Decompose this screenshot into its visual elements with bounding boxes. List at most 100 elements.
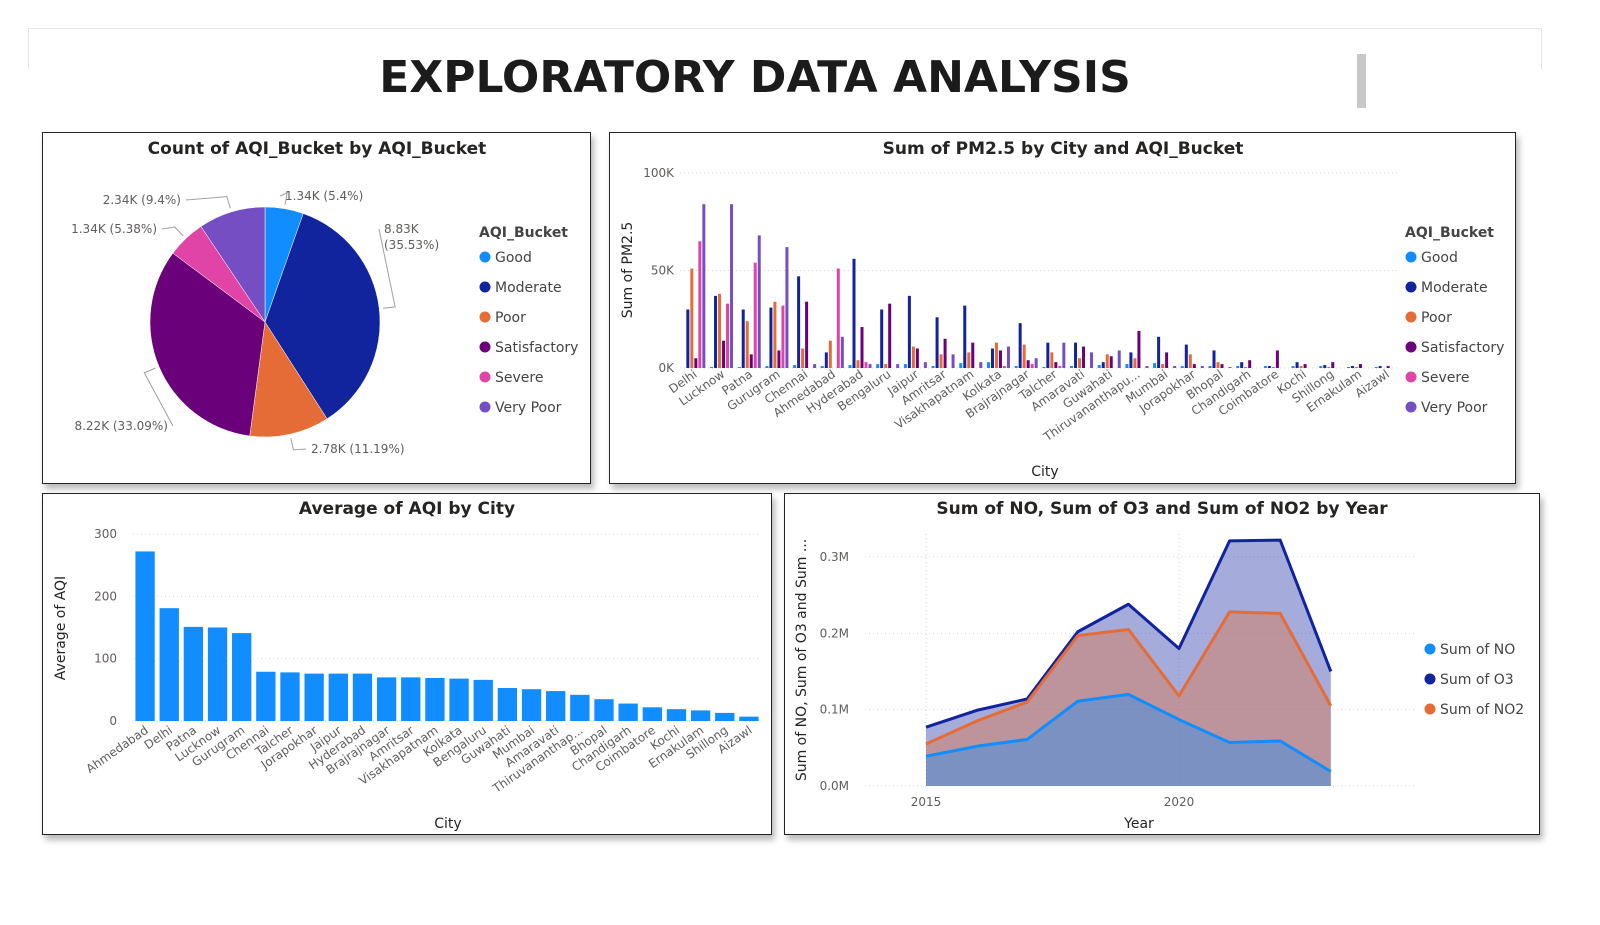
bar	[1323, 365, 1327, 368]
legend-marker	[1424, 703, 1436, 715]
bar	[884, 364, 888, 368]
bar	[1303, 364, 1307, 368]
bar	[994, 342, 998, 368]
legend-item: Satisfactory	[1421, 340, 1504, 356]
bar	[1157, 336, 1161, 368]
bar	[401, 677, 421, 721]
bar	[1267, 366, 1271, 368]
bar	[967, 352, 971, 368]
y-tick-label: 100	[94, 652, 117, 666]
y-tick-label: 0K	[658, 361, 675, 375]
legend-item: Very Poor	[495, 400, 562, 416]
bar	[726, 303, 730, 368]
bar	[570, 694, 590, 721]
bar	[1030, 364, 1034, 368]
bar	[1078, 358, 1082, 368]
pie-chart[interactable]: Count of AQI_Bucket by AQI_Bucket 1.34K (…	[43, 133, 590, 483]
bar	[702, 204, 706, 368]
bar	[135, 551, 155, 721]
chart-title: Sum of NO, Sum of O3 and Sum of NO2 by Y…	[936, 499, 1388, 519]
bar	[1263, 366, 1267, 368]
aqi-chart-panel[interactable]: Average of AQI by City 0 100 200 300 Ahmedaba…	[42, 493, 772, 835]
bar	[876, 364, 880, 368]
data-label: 8.22K (33.09%)	[74, 419, 168, 433]
series-line	[925, 610, 1333, 746]
bar	[1042, 367, 1046, 368]
title-accent-bar	[1357, 54, 1366, 108]
bar	[618, 703, 638, 721]
bar	[1165, 352, 1169, 368]
legend-marker	[479, 251, 491, 263]
pm25-chart-panel[interactable]: Sum of PM2.5 by City and AQI_Bucket 0K 50K…	[609, 132, 1516, 484]
bar	[718, 293, 722, 368]
legend-marker	[1424, 673, 1436, 685]
bar	[923, 362, 927, 368]
y-tick-label: 0.1M	[820, 703, 849, 717]
bar	[1188, 354, 1192, 368]
x-tick-label: 2015	[911, 795, 942, 809]
data-label: 1.34K (5.38%)	[71, 222, 157, 236]
x-axis-title: Year	[1123, 816, 1154, 832]
bar	[745, 321, 749, 368]
pie-slice	[149, 252, 266, 437]
y-tick-label: 300	[94, 527, 117, 541]
pollutant-area-chart[interactable]: Sum of NO, Sum of O3 and Sum of NO2 by Y…	[785, 494, 1539, 834]
bar	[990, 348, 994, 368]
bar	[864, 362, 868, 368]
bar	[1378, 366, 1382, 368]
bar	[256, 671, 276, 721]
bar	[694, 358, 698, 368]
bar	[915, 348, 919, 368]
data-label: 8.83K	[384, 222, 420, 236]
legend-item: Very Poor	[1421, 400, 1488, 416]
bar	[1050, 352, 1054, 368]
legend-item: Poor	[1421, 310, 1452, 326]
data-label: 2.34K (9.4%)	[103, 193, 181, 207]
bar	[911, 346, 915, 368]
bar	[546, 691, 566, 721]
bar	[304, 673, 324, 721]
bar	[594, 699, 614, 721]
bar	[1018, 323, 1022, 368]
legend-marker	[479, 401, 491, 413]
pie-slice	[249, 321, 328, 438]
aqi-bar-chart[interactable]: Average of AQI by City 0 100 200 300 Ahmedaba…	[43, 494, 771, 834]
bar	[1386, 366, 1390, 368]
bar	[757, 235, 761, 368]
area-fill	[926, 694, 1331, 786]
bar	[730, 204, 734, 368]
bar	[1090, 352, 1094, 368]
bar	[183, 626, 204, 721]
bar	[737, 367, 741, 368]
legend-item: Moderate	[1421, 280, 1488, 296]
bar	[425, 677, 445, 721]
bar	[1236, 366, 1240, 368]
bar	[352, 673, 373, 721]
y-tick-label: 0.3M	[820, 550, 849, 564]
legend-item: Good	[1421, 250, 1458, 266]
y-tick-label: 0.2M	[820, 626, 849, 640]
bar	[1354, 367, 1358, 368]
bar	[1248, 360, 1252, 368]
bar	[1054, 362, 1058, 368]
bar	[1153, 363, 1157, 368]
pollutant-chart-panel[interactable]: Sum of NO, Sum of O3 and Sum of NO2 by Y…	[784, 493, 1540, 835]
pm25-bar-chart[interactable]: Sum of PM2.5 by City and AQI_Bucket 0K 50K…	[610, 133, 1515, 483]
legend-marker	[1405, 311, 1417, 323]
legend-marker	[479, 281, 491, 293]
bar	[1200, 366, 1204, 368]
leader-line	[185, 196, 231, 209]
legend-marker	[1424, 643, 1436, 655]
bar	[880, 309, 884, 368]
bar	[715, 712, 735, 721]
bar	[797, 276, 801, 368]
pie-chart-panel[interactable]: Count of AQI_Bucket by AQI_Bucket 1.34K (…	[42, 132, 591, 484]
bar	[207, 627, 228, 721]
y-axis-title: Sum of NO, Sum of O3 and Sum ...	[794, 539, 810, 781]
legend-marker	[479, 341, 491, 353]
pie-slice	[264, 213, 381, 420]
bar	[749, 354, 753, 368]
bar	[793, 365, 797, 368]
bar	[848, 365, 852, 368]
bar	[1014, 366, 1018, 368]
